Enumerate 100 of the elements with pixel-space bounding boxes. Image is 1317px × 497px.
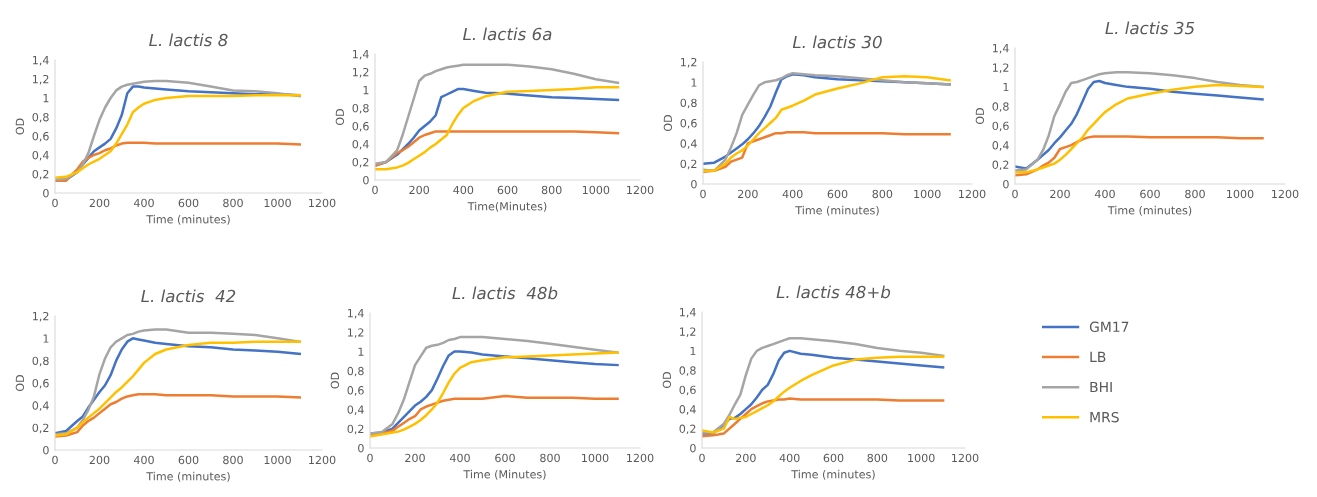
x-tick-label: 0	[1012, 189, 1018, 199]
x-tick-label: 600	[178, 455, 199, 465]
y-axis-title: OD	[662, 372, 672, 389]
y-tick-label: 0,6	[32, 378, 49, 389]
y-tick-label: 0,6	[679, 385, 696, 396]
x-tick-label: 800	[872, 189, 893, 199]
x-tick-label: 800	[867, 453, 888, 463]
y-tick-label: 0,2	[679, 424, 696, 435]
x-tick-label: 800	[223, 455, 243, 465]
x-tick-label: 800	[540, 453, 560, 463]
x-tick-label: 600	[497, 185, 518, 195]
y-tick-label: 0,8	[992, 102, 1009, 112]
x-tick-label: 600	[495, 453, 515, 463]
x-tick-label: 600	[827, 189, 848, 199]
x-tick-label: 800	[223, 198, 243, 208]
y-tick-label: 1,2	[32, 74, 49, 85]
y-tick-label: 1,4	[679, 308, 696, 318]
y-tick-label: 1	[363, 86, 369, 95]
y-tick-label: 1,2	[352, 67, 369, 78]
x-tick-label: 600	[1140, 189, 1160, 199]
x-tick-label: 1000	[908, 453, 935, 463]
y-tick-label: 1	[358, 347, 364, 356]
x-tick-label: 400	[782, 189, 803, 199]
y-tick-label: 0,6	[992, 121, 1009, 132]
y-tick-label: 0,4	[347, 405, 364, 415]
line-series	[702, 397, 945, 438]
x-tick-label: 0	[699, 453, 705, 463]
x-tick-label: 1000	[1227, 189, 1254, 199]
y-tick-label: 0,4	[679, 405, 696, 415]
y-tick-label: 0,8	[32, 112, 49, 123]
y-axis-title: OD	[663, 115, 673, 132]
y-tick-label: 0,2	[32, 423, 49, 434]
y-tick-label: 0,2	[992, 160, 1009, 171]
x-axis-title: Time (minutes)	[791, 469, 875, 480]
x-tick-label: 1000	[914, 189, 941, 199]
x-tick-label: 200	[405, 453, 425, 463]
y-axis-title: OD	[330, 372, 340, 389]
y-tick-label: 0,8	[679, 366, 696, 376]
y-tick-label: 1,2	[32, 311, 49, 322]
y-tick-label: 0,2	[680, 159, 697, 170]
x-tick-label: 400	[453, 185, 474, 195]
x-tick-label: 0	[700, 189, 706, 199]
x-axis-title: Time (minutes)	[146, 471, 230, 482]
x-tick-label: 600	[178, 198, 199, 208]
y-tick-label: 1	[691, 78, 697, 87]
line-series	[375, 130, 620, 167]
y-tick-label: 0	[363, 175, 369, 185]
x-tick-label: 400	[1094, 189, 1115, 199]
x-tick-label: 1000	[264, 198, 291, 208]
y-tick-label: 0,6	[32, 131, 49, 142]
y-tick-label: 0,8	[352, 103, 369, 114]
y-tick-label: 1	[43, 94, 49, 103]
y-tick-label: 0,4	[680, 139, 697, 149]
x-tick-label: 400	[449, 453, 470, 463]
x-tick-label: 200	[738, 189, 758, 199]
x-tick-label: 0	[52, 198, 58, 208]
y-tick-label: 1,2	[992, 63, 1009, 73]
x-tick-label: 800	[1185, 189, 1205, 199]
y-tick-label: 0,4	[32, 150, 49, 161]
y-tick-label: 0,4	[32, 401, 49, 411]
y-tick-label: 1	[43, 334, 49, 343]
x-tick-label: 400	[779, 453, 800, 463]
y-tick-label: 0,6	[347, 386, 364, 396]
y-tick-label: 1,4	[347, 309, 364, 319]
x-axis-title: Time (minutes)	[1107, 205, 1192, 216]
x-tick-label: 200	[409, 185, 430, 195]
x-tick-label: 1200	[959, 189, 986, 199]
y-axis-title: OD	[335, 109, 345, 126]
y-tick-label: 1,4	[32, 56, 49, 66]
y-tick-label: 1	[1003, 82, 1009, 92]
legend-label: BHI	[1090, 381, 1112, 393]
y-tick-label: 0,4	[352, 139, 369, 150]
y-tick-label: 0,2	[32, 169, 49, 180]
x-tick-label: 1200	[627, 185, 654, 195]
chart-title: L. lactis 30	[792, 35, 882, 49]
x-axis-title: Time(Minutes)	[467, 201, 547, 212]
y-tick-label: 1,4	[352, 50, 369, 60]
x-tick-label: 200	[736, 453, 756, 463]
y-tick-label: 0,8	[347, 366, 364, 377]
x-tick-label: 200	[89, 198, 110, 208]
x-tick-label: 0	[52, 455, 58, 465]
x-tick-label: 200	[1050, 189, 1070, 199]
x-axis-title: Time (minutes)	[146, 214, 230, 225]
y-tick-label: 0,4	[992, 141, 1009, 151]
x-axis-title: Time (Minutes)	[463, 469, 546, 480]
x-tick-label: 800	[541, 185, 562, 195]
x-tick-label: 1200	[1272, 189, 1299, 199]
legend-label: GM17	[1089, 321, 1129, 333]
chart-title: L. lactis 6a	[463, 27, 552, 41]
y-tick-label: 1,4	[992, 44, 1009, 54]
y-axis-title: OD	[15, 118, 25, 135]
x-tick-label: 1200	[627, 453, 654, 463]
x-tick-label: 400	[133, 198, 154, 208]
y-axis-title: OD	[975, 108, 985, 125]
legend-label: MRS	[1090, 411, 1119, 423]
y-tick-label: 0,8	[32, 356, 49, 367]
y-tick-label: 0	[358, 443, 364, 453]
y-tick-label: 1,2	[680, 57, 697, 68]
x-tick-label: 1000	[264, 455, 291, 465]
y-tick-label: 0,8	[680, 98, 697, 109]
